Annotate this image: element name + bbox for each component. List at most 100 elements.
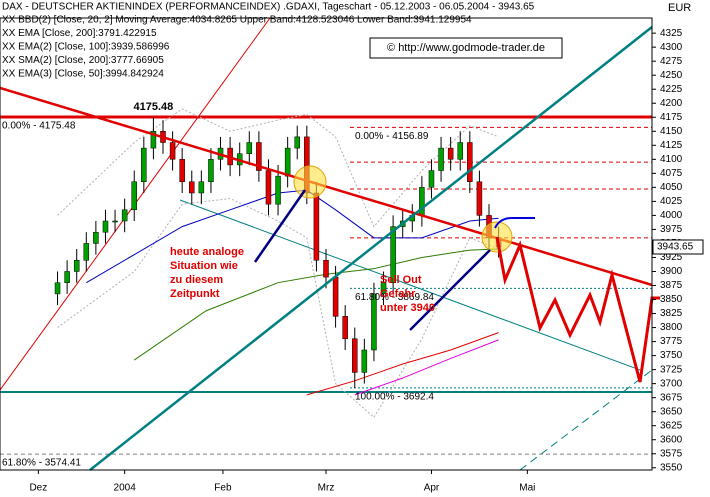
- highlight-circle: [293, 165, 327, 199]
- ma-line: [306, 332, 499, 396]
- trendline: [0, 86, 653, 287]
- annotation: Zeitpunkt: [170, 288, 220, 300]
- candle-body: [390, 226, 396, 283]
- candle-body: [332, 276, 339, 317]
- y-tick-label: 3975: [660, 224, 683, 235]
- peak-label: 4175.48: [134, 101, 174, 113]
- candle-body: [208, 159, 214, 183]
- y-tick-label: 3675: [660, 392, 683, 403]
- trendline: [519, 369, 653, 471]
- y-tick-label: 4000: [660, 210, 683, 221]
- arrow: [494, 217, 535, 229]
- legend-entry: XX EMA(2) [Close, 100]:3939.586996: [2, 42, 170, 53]
- x-tick-label: Feb: [214, 483, 232, 494]
- x-tick-label: 2004: [114, 483, 137, 494]
- candle-body: [265, 170, 272, 205]
- candle-body: [457, 142, 463, 160]
- y-tick-label: 4025: [660, 196, 683, 207]
- candle-body: [179, 159, 185, 183]
- candle-body: [361, 349, 368, 373]
- legend-entry: XX EMA [Close, 200]:3791.422915: [2, 28, 157, 39]
- y-tick-label: 4325: [660, 28, 683, 39]
- arrow: [253, 189, 307, 263]
- candle-body: [83, 243, 90, 261]
- candle-body: [284, 147, 291, 177]
- candle-body: [476, 181, 483, 216]
- candle-body: [294, 136, 300, 149]
- trendline: [89, 26, 653, 471]
- currency: EUR: [668, 2, 691, 14]
- copyright: © http://www.godmode-trader.de: [387, 42, 545, 54]
- candle-body: [102, 220, 109, 233]
- y-tick-label: 4275: [660, 56, 683, 67]
- y-tick-label: 4075: [660, 168, 683, 179]
- y-tick-label: 3775: [660, 336, 683, 347]
- level-label: 100.00% - 3692.4: [355, 392, 434, 403]
- candle-body: [112, 220, 118, 223]
- candle-body: [73, 260, 80, 272]
- level-label: 0.00% - 4156.89: [355, 131, 429, 142]
- x-tick-label: Mrz: [318, 483, 335, 494]
- candle-body: [313, 192, 320, 261]
- last-price-box: [652, 239, 704, 255]
- candle-body: [64, 271, 70, 283]
- ma-line: [354, 339, 499, 396]
- annotation: Situation wie: [170, 260, 238, 272]
- annotation: Sell Out: [380, 274, 422, 286]
- last-price: 3943.65: [657, 242, 694, 253]
- y-tick-label: 3825: [660, 308, 683, 319]
- candle-body: [93, 231, 99, 244]
- band-line: [57, 198, 499, 419]
- y-tick-label: 4150: [660, 126, 683, 137]
- candle-body: [256, 142, 262, 171]
- candle-body: [131, 181, 137, 211]
- y-tick-label: 3925: [660, 252, 683, 263]
- candle-body: [246, 142, 253, 154]
- annotation: heute analoge: [170, 246, 244, 258]
- legend-entry: XX BBD(2) [Close, 20, 2] Moving Average:…: [2, 15, 472, 26]
- candle-body: [428, 170, 435, 188]
- candle-body: [189, 181, 195, 194]
- y-tick-label: 3575: [660, 448, 683, 459]
- candle-body: [54, 282, 61, 295]
- candle-body: [447, 147, 454, 160]
- level-label: 61.80% - 3574.41: [2, 458, 81, 469]
- chart-title: DAX - DEUTSCHER AKTIENINDEX (PERFORMANCE…: [2, 2, 535, 13]
- band-line: [57, 108, 499, 228]
- y-tick-label: 3550: [660, 462, 683, 473]
- y-tick-label: 3600: [660, 434, 683, 445]
- candle-body: [275, 175, 281, 205]
- candle-body: [169, 142, 176, 160]
- candle-body: [141, 147, 147, 183]
- y-tick-label: 3625: [660, 420, 683, 431]
- level-label: 61.80% - 3869.84: [355, 292, 434, 303]
- candle-body: [323, 260, 329, 278]
- candle-body: [438, 147, 444, 171]
- y-tick-label: 4100: [660, 154, 683, 165]
- candle-body: [467, 142, 473, 183]
- x-tick-label: Apr: [424, 483, 440, 494]
- y-tick-label: 4225: [660, 84, 683, 95]
- candle-body: [198, 181, 205, 194]
- trendline: [179, 199, 641, 371]
- y-tick-label: 3900: [660, 266, 683, 277]
- annotation: zu diesem: [170, 274, 223, 286]
- y-tick-label: 4125: [660, 140, 683, 151]
- y-tick-label: 3800: [660, 322, 683, 333]
- candle-body: [121, 209, 128, 222]
- y-tick-label: 3650: [660, 406, 683, 417]
- y-tick-label: 3875: [660, 280, 683, 291]
- copyright-box: [369, 37, 563, 59]
- y-tick-label: 3700: [660, 378, 683, 389]
- candle-body: [371, 293, 377, 351]
- candle-body: [150, 131, 157, 149]
- y-tick-label: 3725: [660, 364, 683, 375]
- y-tick-label: 4250: [660, 70, 683, 81]
- projection: [495, 236, 660, 383]
- x-tick-label: Dez: [29, 483, 47, 494]
- y-tick-label: 4200: [660, 98, 683, 109]
- level-label: 0.00% - 4175.48: [2, 121, 76, 132]
